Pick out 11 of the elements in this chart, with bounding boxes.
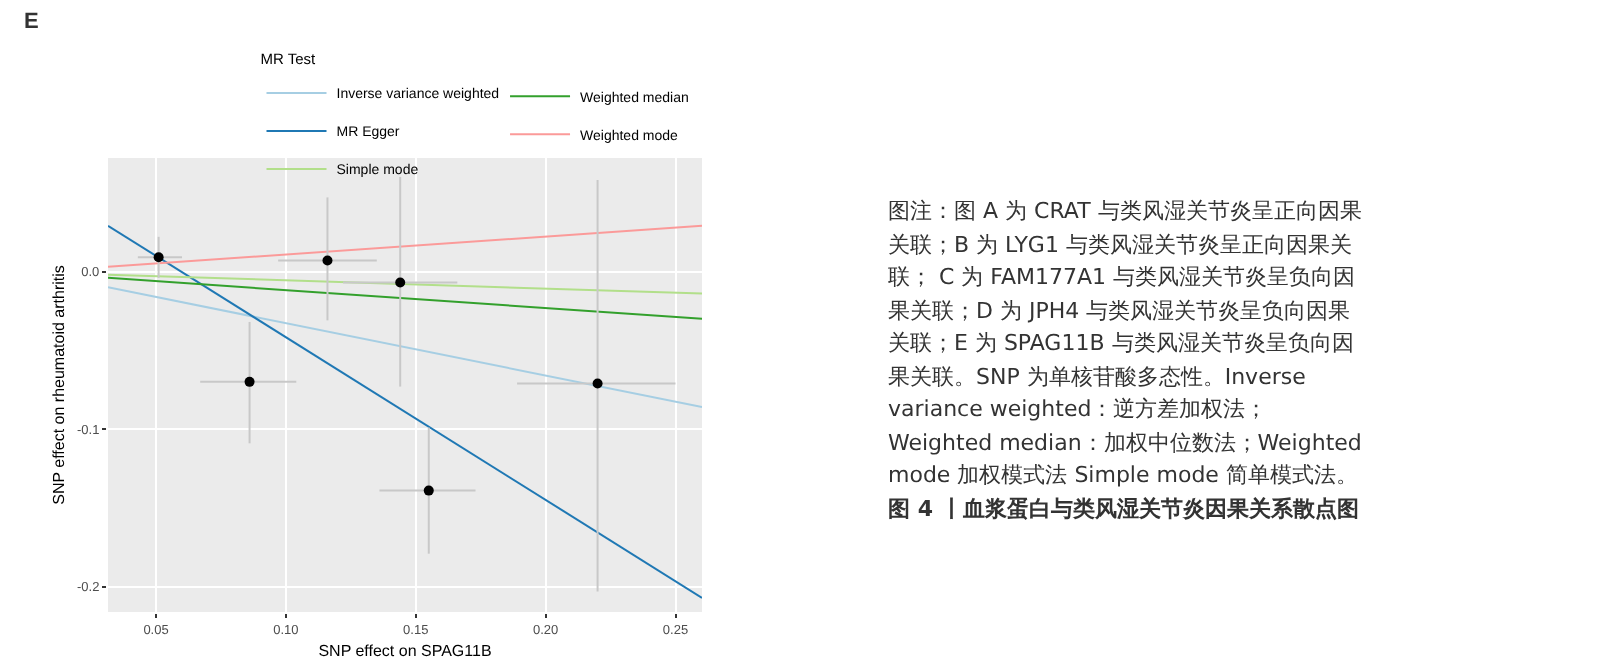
point <box>244 376 255 387</box>
text: 图注：图 A 为 CRAT 与类风湿关节炎呈正向因果关联；B 为 LYG1 与类风湿关节炎呈正向因果关联； C 为 FAM177A1 与类风湿关节炎呈负向因果关联；D 为 JPH4 与类风湿关节炎呈负向因果关联；E 为 SPAG11B 与类风湿关节炎呈负向因果关联。SNP 为单核苷酸多态性。Inverse variance weighted：逆方差加权法；Weighted median：加权中位数法；Weighted mode 加权模式法 Simple mode 简单模式法。 <box>888 198 1362 488</box>
point <box>592 378 603 389</box>
text: E <box>24 10 39 34</box>
point <box>423 485 434 496</box>
point <box>322 255 333 266</box>
x-axis-title: SNP effect on SPAG11B <box>318 641 492 660</box>
y-axis-title: SNP effect on rheumatoid arthritis <box>50 265 69 505</box>
caption: 图 4 丨血浆蛋白与类风湿关节炎因果关系散点图 <box>888 493 1361 525</box>
point <box>153 252 164 263</box>
point <box>395 277 406 288</box>
